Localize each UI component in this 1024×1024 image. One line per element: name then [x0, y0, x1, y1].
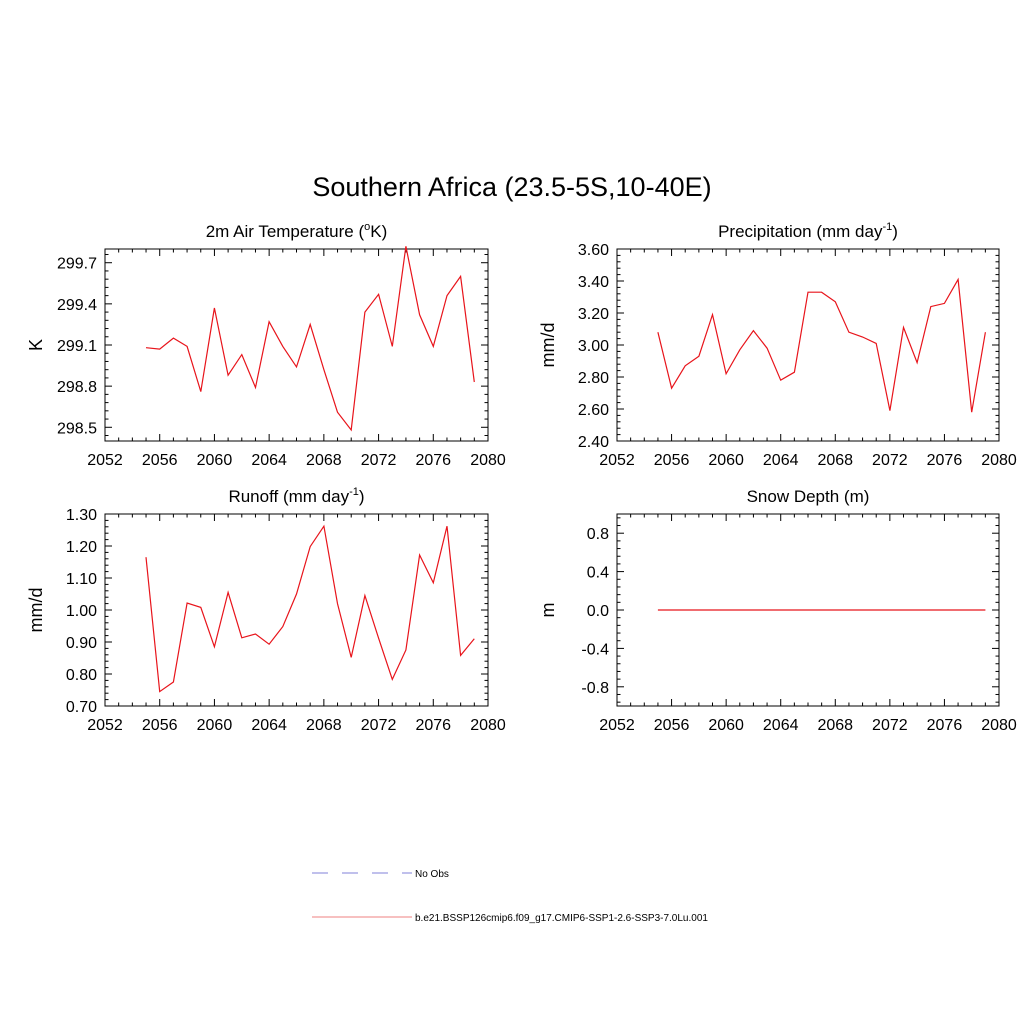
x-tick-label: 2064: [763, 717, 799, 734]
x-tick-label: 2052: [87, 717, 123, 734]
x-tick-label: 2072: [361, 452, 397, 469]
y-tick-label: 0.90: [66, 635, 97, 652]
x-tick-label: 2056: [654, 452, 690, 469]
y-tick-label: 3.60: [578, 242, 609, 259]
x-tick-label: 2056: [142, 717, 178, 734]
y-axis-label: mm/d: [538, 323, 558, 368]
y-tick-label: 1.10: [66, 571, 97, 588]
y-axis-label: m: [538, 603, 558, 618]
x-tick-label: 2072: [361, 717, 397, 734]
y-tick-label: 2.60: [578, 402, 609, 419]
y-axis-label: K: [26, 339, 46, 351]
y-tick-label: 0.80: [66, 667, 97, 684]
panel-title: Snow Depth (m): [747, 487, 870, 506]
series-line: [145, 524, 475, 693]
y-tick-label: 0.70: [66, 699, 97, 716]
x-tick-label: 2080: [470, 452, 506, 469]
panel-3: Runoff (mm day-1) mm/d 2052 2056 2060 2064 206…: [26, 486, 506, 734]
x-tick-label: 2052: [87, 452, 123, 469]
x-tick-label: 2068: [817, 452, 853, 469]
x-tick-label: 2056: [142, 452, 178, 469]
x-tick-label: 2064: [251, 452, 287, 469]
panel-title: Precipitation (mm day-1): [718, 221, 898, 241]
series-line: [145, 246, 475, 432]
x-tick-label: 2060: [708, 717, 744, 734]
x-tick-label: 2076: [415, 452, 451, 469]
y-tick-label: 1.30: [66, 507, 97, 524]
x-tick-label: 2068: [817, 717, 853, 734]
legend-label-2: b.e21.BSSP126cmip6.f09_g17.CMIP6-SSP1-2.…: [415, 913, 708, 924]
y-tick-label: -0.4: [581, 641, 609, 658]
y-tick-label: 2.40: [578, 434, 609, 451]
x-tick-label: 2080: [981, 717, 1017, 734]
y-axis-label: mm/d: [26, 588, 46, 633]
y-tick-label: 298.5: [57, 420, 97, 437]
x-tick-label: 2060: [197, 717, 233, 734]
y-tick-label: 298.8: [57, 379, 97, 396]
y-tick-label: 0.8: [587, 526, 609, 543]
x-tick-label: 2080: [981, 452, 1017, 469]
figure-title: Southern Africa (23.5-5S,10-40E): [312, 172, 711, 202]
x-tick-label: 2056: [654, 717, 690, 734]
y-tick-label: -0.8: [581, 680, 609, 697]
panel-2: Precipitation (mm day-1) mm/d 2052 2056 2060…: [538, 221, 1017, 469]
y-tick-label: 299.4: [57, 297, 97, 314]
x-tick-label: 2052: [599, 717, 635, 734]
y-tick-label: 0.0: [587, 603, 609, 620]
plot-frame: [616, 248, 1000, 442]
panel-1: 2m Air Temperature (oK) K 2052 2056 2060 2064…: [26, 221, 506, 469]
x-tick-label: 2076: [927, 717, 963, 734]
panel-title: 2m Air Temperature (oK): [206, 221, 388, 241]
legend: No Obs b.e21.BSSP126cmip6.f09_g17.CMIP6-S…: [312, 869, 708, 924]
x-tick-label: 2072: [872, 452, 908, 469]
panel-4: Snow Depth (m) m 2052 2056 2060 2064 2068 2072 2…: [538, 487, 1017, 734]
x-tick-label: 2068: [306, 452, 342, 469]
y-tick-label: 1.00: [66, 603, 97, 620]
y-tick-label: 2.80: [578, 370, 609, 387]
x-tick-label: 2052: [599, 452, 635, 469]
y-tick-label: 3.20: [578, 306, 609, 323]
x-tick-label: 2064: [763, 452, 799, 469]
x-tick-label: 2060: [708, 452, 744, 469]
y-tick-label: 3.00: [578, 338, 609, 355]
y-tick-label: 3.40: [578, 274, 609, 291]
y-tick-label: 299.7: [57, 256, 97, 273]
x-tick-label: 2068: [306, 717, 342, 734]
legend-label-1: No Obs: [415, 869, 449, 880]
x-tick-label: 2076: [415, 717, 451, 734]
x-tick-label: 2080: [470, 717, 506, 734]
x-tick-label: 2076: [927, 452, 963, 469]
y-tick-label: 0.4: [587, 565, 609, 582]
y-tick-label: 299.1: [57, 338, 97, 355]
plot-frame: [104, 513, 489, 707]
plot-frame: [104, 248, 489, 442]
x-tick-label: 2064: [251, 717, 287, 734]
y-tick-label: 1.20: [66, 539, 97, 556]
x-tick-label: 2072: [872, 717, 908, 734]
x-tick-label: 2060: [197, 452, 233, 469]
chart-panels: 2m Air Temperature (oK) K 2052 2056 2060 2064…: [26, 221, 1017, 734]
panel-title: Runoff (mm day-1): [228, 486, 364, 506]
series-line: [657, 277, 986, 413]
